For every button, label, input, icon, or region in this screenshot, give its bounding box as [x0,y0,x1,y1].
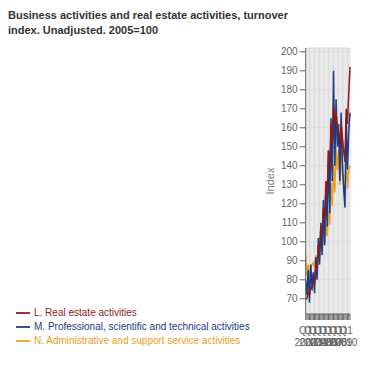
svg-text:110: 110 [282,217,298,228]
svg-text:180: 180 [281,84,298,95]
svg-text:140: 140 [281,160,298,171]
svg-text:70: 70 [287,293,299,304]
svg-text:100: 100 [281,236,298,247]
svg-text:150: 150 [281,141,298,152]
svg-text:190: 190 [281,65,298,76]
svg-text:170: 170 [281,103,298,114]
svg-text:Index: Index [264,167,276,194]
svg-text:Q12010: Q12010 [335,325,358,348]
svg-text:200: 200 [281,46,298,57]
svg-text:90: 90 [287,255,299,266]
svg-text:130: 130 [281,179,298,190]
svg-text:120: 120 [281,198,298,209]
svg-text:80: 80 [287,274,299,285]
svg-text:160: 160 [281,122,298,133]
